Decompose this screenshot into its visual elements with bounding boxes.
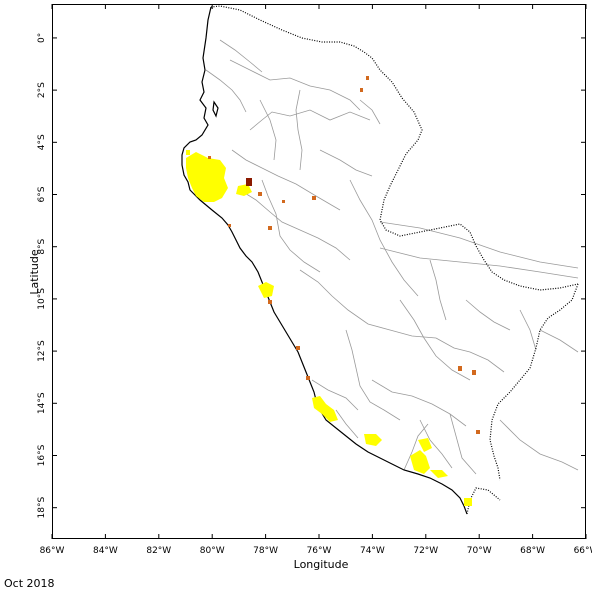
lon-tick-label: 86°W <box>40 546 65 556</box>
axis-ticks: 86°W 84°W 82°W 80°W 78°W 76°W 74°W 72°W 70°W 68°W… <box>37 4 592 556</box>
data-patch <box>208 156 211 159</box>
admin-border-line <box>295 89 303 171</box>
coastline <box>181 5 579 515</box>
lon-tick-label: 84°W <box>93 546 118 556</box>
coast-line <box>212 100 219 118</box>
data-patch <box>236 184 252 196</box>
admin-border-line <box>299 269 437 339</box>
lat-tick-label: 4°S <box>37 134 47 150</box>
admin-border-line <box>359 99 381 125</box>
data-patch <box>364 434 382 446</box>
data-patch <box>282 200 285 203</box>
admin-border-line <box>379 221 579 269</box>
admin-border-line <box>419 419 453 469</box>
lon-tick-label: 72°W <box>413 546 438 556</box>
lon-tick-label: 80°W <box>200 546 225 556</box>
lon-tick-label: 74°W <box>360 546 385 556</box>
data-patch <box>458 366 462 371</box>
admin-border-line <box>259 99 277 161</box>
y-axis-title: Latitude <box>28 249 41 295</box>
lon-tick-label: 82°W <box>146 546 171 556</box>
data-patch <box>186 150 190 155</box>
international-border <box>466 487 501 515</box>
admin-border-line <box>399 299 471 381</box>
admin-border-line <box>465 299 511 331</box>
lon-tick-label: 76°W <box>307 546 332 556</box>
lon-tick-label: 70°W <box>467 546 492 556</box>
admin-border-line <box>261 179 321 273</box>
admin-border-line <box>449 413 477 475</box>
admin-border-line <box>319 149 373 177</box>
admin-border-line <box>239 189 351 261</box>
admin-border-line <box>349 179 419 297</box>
admin-border-line <box>499 419 579 471</box>
data-patch <box>312 196 316 200</box>
data-patch <box>410 450 430 474</box>
data-patch <box>258 282 274 298</box>
admin-border-line <box>435 337 505 373</box>
lat-tick-label: 2°S <box>37 82 47 98</box>
lat-tick-label: 14°S <box>37 392 47 414</box>
lat-tick-label: 6°S <box>37 186 47 202</box>
data-patch <box>296 346 300 350</box>
admin-border-line <box>345 329 401 421</box>
admin-border-line <box>229 59 361 111</box>
admin-border-line <box>371 379 467 427</box>
lon-tick-label: 68°W <box>520 546 545 556</box>
data-patch <box>186 152 228 202</box>
x-axis-title: Longitude <box>294 558 349 571</box>
admin-border-line <box>403 423 429 471</box>
data-patch <box>360 88 363 92</box>
data-patch <box>366 76 369 80</box>
admin-border-line <box>219 39 263 73</box>
data-patches <box>186 76 480 506</box>
data-patch <box>476 430 480 434</box>
lat-tick-label: 16°S <box>37 444 47 466</box>
data-patch <box>246 178 252 186</box>
data-patch <box>464 498 472 506</box>
admin-borders <box>205 39 579 475</box>
coast-line <box>181 6 468 515</box>
period-label: Oct 2018 <box>4 577 55 590</box>
data-patch <box>418 438 432 452</box>
admin-border-line <box>311 379 359 411</box>
data-patch <box>472 370 476 375</box>
lat-tick-label: 12°S <box>37 340 47 362</box>
data-patch <box>268 300 272 304</box>
admin-border-line <box>519 309 537 351</box>
lat-tick-label: 18°S <box>37 497 47 519</box>
lon-tick-label: 78°W <box>253 546 278 556</box>
data-patch <box>306 376 310 380</box>
international-border <box>210 5 579 291</box>
admin-border-line <box>205 69 247 113</box>
admin-border-line <box>249 109 371 131</box>
data-patch <box>228 224 231 227</box>
lat-tick-label: 8°S <box>37 238 47 254</box>
lon-tick-label: 66°W <box>574 546 592 556</box>
lat-tick-label: 10°S <box>37 288 47 310</box>
international-border <box>489 283 579 481</box>
data-patch <box>268 226 272 230</box>
data-patch <box>312 396 338 422</box>
lat-tick-label: 0° <box>37 33 47 43</box>
admin-border-line <box>429 259 447 321</box>
admin-border-line <box>379 247 579 279</box>
admin-border-line <box>335 409 359 439</box>
admin-border-line <box>539 329 579 353</box>
data-patch <box>258 192 262 196</box>
data-patch <box>430 470 448 478</box>
